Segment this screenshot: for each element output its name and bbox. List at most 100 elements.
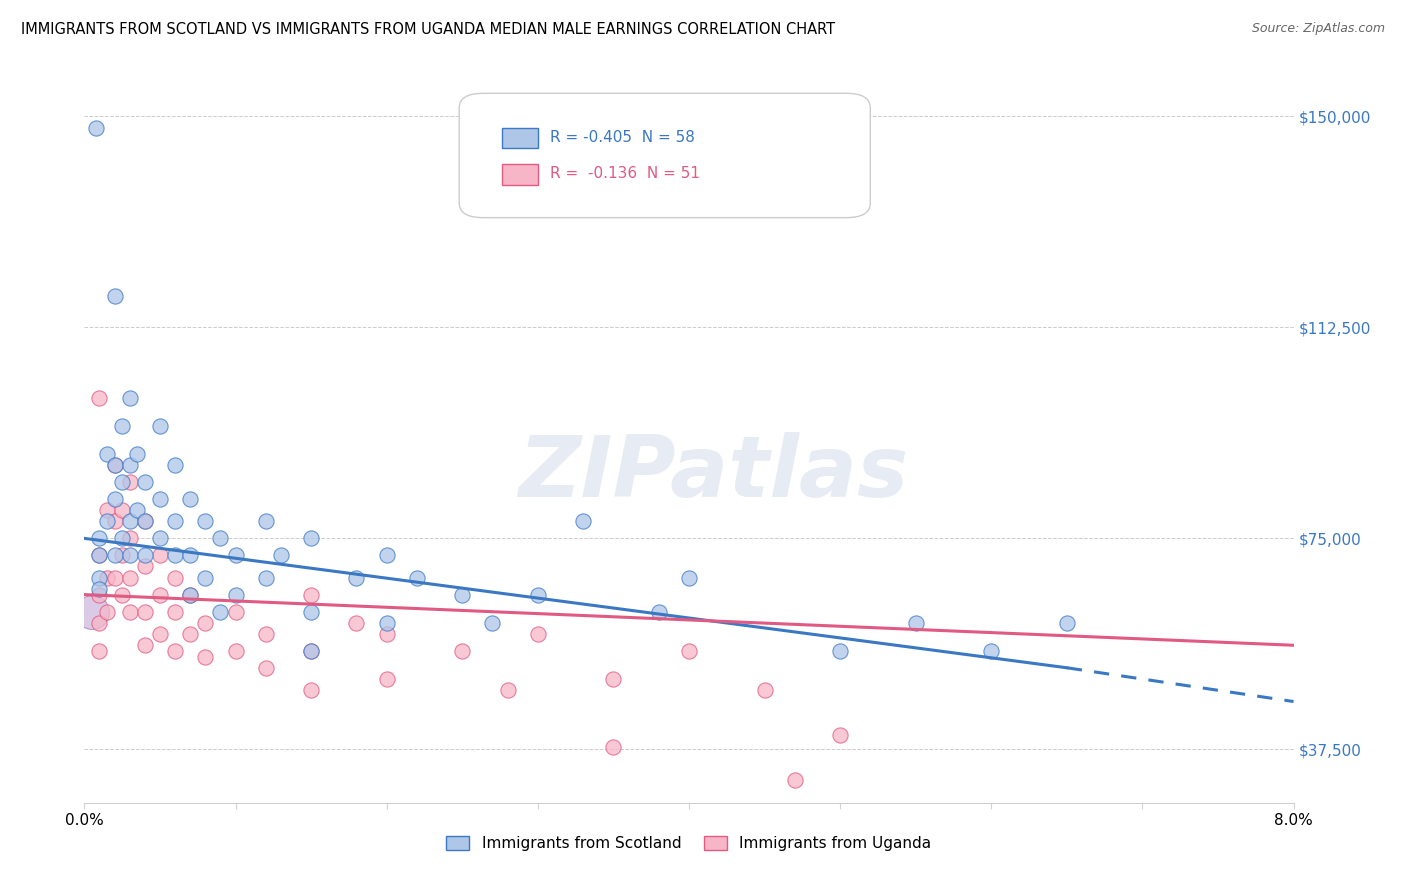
- Point: [194, 571, 217, 585]
- Point: [89, 644, 111, 658]
- Point: [299, 588, 322, 602]
- Point: [299, 683, 322, 698]
- Legend: Immigrants from Scotland, Immigrants from Uganda: Immigrants from Scotland, Immigrants fro…: [440, 830, 938, 857]
- Point: [375, 672, 398, 686]
- Point: [96, 515, 118, 529]
- Point: [89, 391, 111, 405]
- Point: [299, 644, 322, 658]
- Point: [118, 458, 141, 473]
- Point: [89, 532, 111, 546]
- Point: [134, 605, 156, 619]
- Point: [96, 447, 118, 461]
- Point: [254, 627, 277, 641]
- Point: [111, 503, 134, 517]
- Point: [346, 571, 368, 585]
- Point: [118, 605, 141, 619]
- Point: [602, 739, 624, 754]
- Point: [89, 582, 111, 596]
- Point: [678, 571, 700, 585]
- Point: [127, 447, 149, 461]
- Point: [299, 532, 322, 546]
- Point: [225, 588, 247, 602]
- Point: [134, 638, 156, 652]
- Point: [165, 644, 187, 658]
- Point: [149, 532, 172, 546]
- Point: [89, 548, 111, 562]
- Point: [104, 289, 127, 303]
- Point: [209, 532, 232, 546]
- Text: R =  -0.136  N = 51: R = -0.136 N = 51: [550, 166, 700, 181]
- Point: [179, 627, 201, 641]
- Point: [194, 649, 217, 664]
- Point: [904, 615, 927, 630]
- Point: [89, 588, 111, 602]
- Point: [375, 615, 398, 630]
- Point: [118, 548, 141, 562]
- Point: [209, 605, 232, 619]
- Text: R = -0.405  N = 58: R = -0.405 N = 58: [550, 129, 695, 145]
- Text: IMMIGRANTS FROM SCOTLAND VS IMMIGRANTS FROM UGANDA MEDIAN MALE EARNINGS CORRELAT: IMMIGRANTS FROM SCOTLAND VS IMMIGRANTS F…: [21, 22, 835, 37]
- Point: [254, 661, 277, 675]
- Point: [118, 571, 141, 585]
- Point: [225, 605, 247, 619]
- Point: [830, 644, 852, 658]
- Point: [194, 615, 217, 630]
- Point: [149, 491, 172, 506]
- Point: [165, 571, 187, 585]
- Point: [134, 548, 156, 562]
- Point: [96, 571, 118, 585]
- Point: [104, 571, 127, 585]
- Point: [254, 571, 277, 585]
- Point: [111, 418, 134, 433]
- FancyBboxPatch shape: [460, 94, 870, 218]
- Point: [830, 728, 852, 742]
- Point: [602, 672, 624, 686]
- Point: [165, 515, 187, 529]
- Point: [179, 548, 201, 562]
- Point: [165, 548, 187, 562]
- Point: [783, 773, 806, 788]
- Point: [179, 491, 201, 506]
- Point: [254, 515, 277, 529]
- Point: [104, 548, 127, 562]
- Point: [375, 627, 398, 641]
- Point: [89, 548, 111, 562]
- Point: [118, 475, 141, 489]
- Point: [165, 605, 187, 619]
- Point: [149, 588, 172, 602]
- Point: [678, 644, 700, 658]
- Point: [118, 532, 141, 546]
- Point: [111, 532, 134, 546]
- Point: [980, 644, 1002, 658]
- Point: [86, 120, 108, 135]
- Point: [127, 503, 149, 517]
- Point: [481, 615, 503, 630]
- Point: [111, 475, 134, 489]
- Point: [89, 615, 111, 630]
- Point: [134, 515, 156, 529]
- Point: [89, 571, 111, 585]
- Point: [375, 548, 398, 562]
- Point: [111, 588, 134, 602]
- Point: [225, 548, 247, 562]
- FancyBboxPatch shape: [502, 128, 538, 148]
- Point: [572, 515, 595, 529]
- Point: [346, 615, 368, 630]
- Point: [225, 644, 247, 658]
- Point: [527, 627, 550, 641]
- Point: [451, 588, 474, 602]
- Point: [299, 605, 322, 619]
- Point: [179, 588, 201, 602]
- Point: [527, 588, 550, 602]
- Point: [1056, 615, 1078, 630]
- Point: [134, 559, 156, 574]
- Point: [80, 605, 103, 619]
- Point: [134, 515, 156, 529]
- Point: [149, 418, 172, 433]
- Point: [111, 548, 134, 562]
- Point: [406, 571, 429, 585]
- Point: [648, 605, 671, 619]
- Point: [270, 548, 292, 562]
- Point: [149, 627, 172, 641]
- Point: [134, 475, 156, 489]
